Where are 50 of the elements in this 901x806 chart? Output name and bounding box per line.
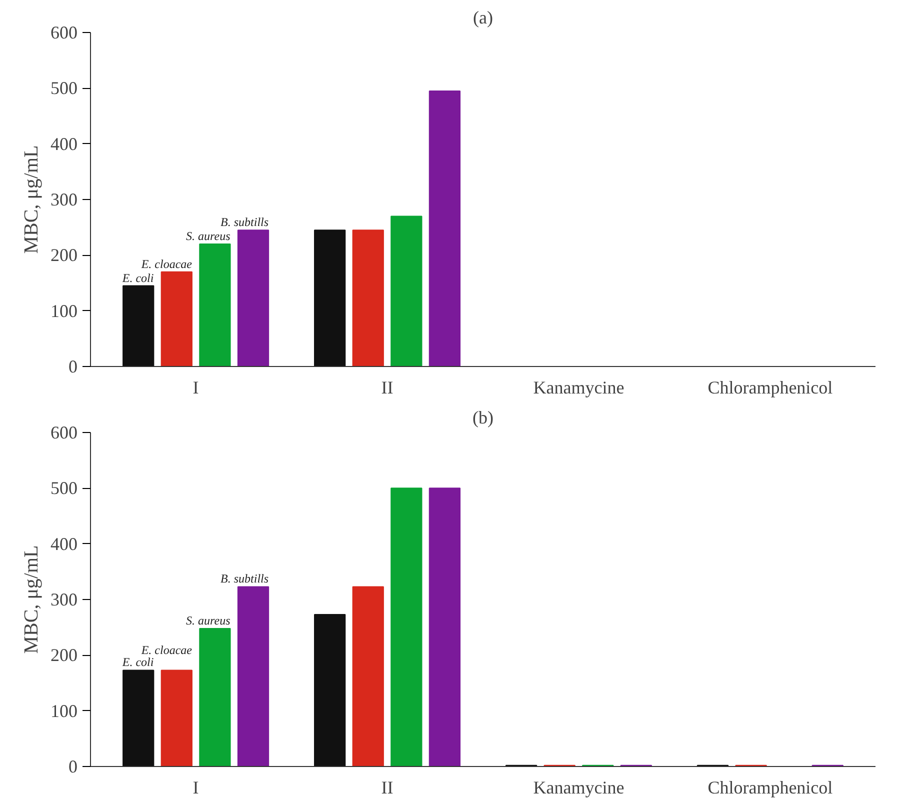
bar [160,670,192,766]
bar [122,285,154,366]
series-label: S. aureus [186,229,231,244]
series-label: B. subtills [220,572,269,586]
y-tick-label: 500 [50,78,78,98]
bar [428,488,461,766]
x-tick-label: II [381,378,394,398]
bar [314,614,346,766]
y-axis-title: MBC, μg/mL [20,145,42,254]
x-tick-label: Chloramphenicol [708,778,833,798]
y-tick-label: 600 [50,22,78,42]
bar [428,90,461,366]
chart-title: (a) [473,8,493,28]
series-label: E. coli [121,655,154,670]
x-tick-label: Chloramphenicol [708,378,833,398]
bar [199,628,231,766]
series-label: E. coli [121,270,154,285]
y-tick-label: 400 [50,534,78,554]
y-tick-label: 100 [50,700,78,721]
bar [199,244,231,366]
series-label: B. subtills [220,215,269,230]
x-tick-label: I [192,378,199,398]
series-label: E. cloacae [140,256,193,271]
series-label: E. cloacae [140,642,193,657]
bar [352,586,384,766]
y-tick-label: 500 [50,478,78,498]
series-label: S. aureus [186,613,231,628]
x-tick-label: II [381,778,394,798]
y-tick-label: 600 [50,422,78,442]
y-tick-label: 300 [50,190,78,210]
bar [237,586,270,766]
bar [390,488,422,766]
y-tick-label: 100 [50,300,78,321]
bar [390,216,422,366]
y-tick-label: 0 [68,356,78,376]
bar [122,670,154,766]
y-tick-label: 400 [50,134,78,154]
bar [352,230,384,366]
x-tick-label: I [192,778,199,798]
y-tick-label: 200 [50,645,78,666]
chart-title: (b) [472,408,494,428]
y-tick-label: 0 [68,756,78,776]
x-tick-label: Kanamycine [533,378,624,398]
y-axis-title: MBC, μg/mL [20,545,42,654]
x-tick-label: Kanamycine [533,778,624,798]
y-tick-label: 300 [50,590,78,610]
bar [160,271,192,366]
y-tick-label: 200 [50,245,78,266]
bar [314,230,346,366]
bar [237,230,270,366]
